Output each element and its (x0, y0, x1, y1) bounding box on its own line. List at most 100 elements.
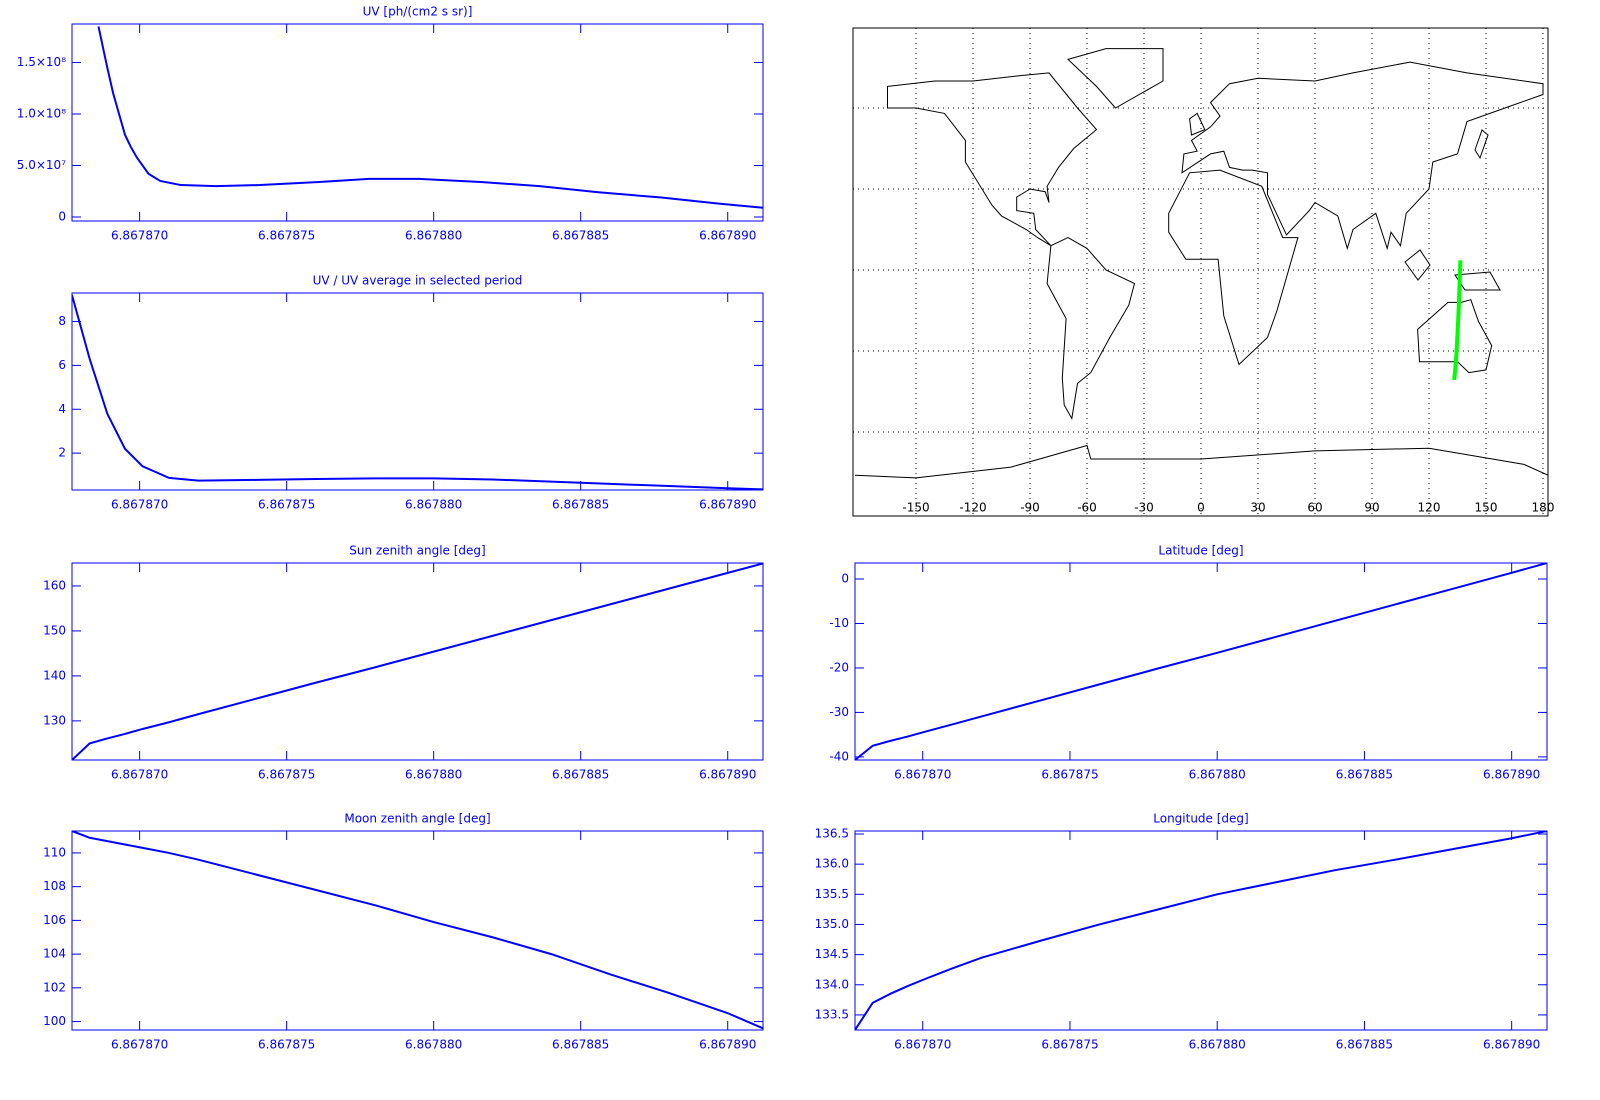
y-tick-label: -20 (829, 660, 849, 674)
x-tick-label: 6.867885 (552, 1038, 609, 1052)
x-tick-label: 6.867880 (405, 1038, 462, 1052)
y-tick-label: 135.0 (815, 917, 849, 931)
y-tick-label: 102 (43, 980, 66, 994)
chart-title: Moon zenith angle [deg] (344, 812, 490, 826)
x-tick-label: -30 (1134, 501, 1154, 515)
y-tick-label: 134.5 (815, 947, 849, 961)
y-tick-label: 1.0×10⁸ (17, 107, 66, 121)
x-tick-label: 6.867890 (699, 768, 756, 782)
x-tick-label: 6.867890 (1483, 768, 1540, 782)
y-tick-label: 5.0×10⁷ (17, 158, 66, 172)
x-tick-label: 6.867870 (894, 1038, 951, 1052)
y-tick-label: 110 (43, 845, 66, 859)
y-tick-label: 136.0 (815, 857, 849, 871)
coastline (1046, 237, 1136, 420)
y-tick-label: 108 (43, 879, 66, 893)
x-tick-label: 0 (1197, 501, 1205, 515)
x-tick-label: 6.867880 (405, 768, 462, 782)
y-tick-label: 150 (43, 623, 66, 637)
y-tick-label: -10 (829, 616, 849, 630)
x-tick-label: 60 (1307, 501, 1322, 515)
chart-title: UV [ph/(cm2 s sr)] (363, 5, 473, 19)
plot-frame (71, 830, 764, 1031)
coastline (1474, 129, 1489, 160)
plot-frame (71, 292, 764, 491)
coastline (887, 72, 1098, 247)
plot-frame (854, 562, 1548, 761)
x-tick-label: -90 (1020, 501, 1040, 515)
x-tick-label: 6.867875 (1041, 768, 1098, 782)
x-tick-label: 6.867875 (258, 498, 315, 512)
ground-track (1452, 260, 1463, 381)
y-tick-label: 6 (58, 358, 66, 372)
y-tick-label: 135.5 (815, 887, 849, 901)
x-tick-label: 6.867885 (552, 229, 609, 243)
y-tick-label: 136.5 (815, 827, 849, 841)
data-line (855, 831, 1547, 1030)
coastline (1181, 61, 1544, 251)
x-tick-label: -120 (959, 501, 986, 515)
y-tick-label: 100 (43, 1014, 66, 1028)
x-tick-label: 6.867875 (258, 1038, 315, 1052)
y-tick-label: -40 (829, 749, 849, 763)
coastline (854, 444, 1548, 479)
y-tick-label: 0 (58, 209, 66, 223)
x-tick-label: 6.867880 (405, 498, 462, 512)
x-tick-label: 90 (1364, 501, 1379, 515)
x-tick-label: 6.867885 (1336, 768, 1393, 782)
y-tick-label: 1.5×10⁸ (17, 55, 66, 69)
x-tick-label: 180 (1532, 501, 1555, 515)
data-line (72, 563, 763, 760)
x-tick-label: 6.867870 (894, 768, 951, 782)
x-tick-label: 6.867875 (1041, 1038, 1098, 1052)
x-tick-label: -60 (1077, 501, 1097, 515)
y-tick-label: 140 (43, 668, 66, 682)
y-tick-label: -30 (829, 705, 849, 719)
x-tick-label: 6.867870 (111, 768, 168, 782)
y-tick-label: 160 (43, 578, 66, 592)
map-frame (852, 27, 1549, 517)
x-tick-label: 6.867885 (1336, 1038, 1393, 1052)
coastline (1454, 271, 1501, 291)
x-tick-label: 6.867880 (1189, 1038, 1246, 1052)
x-tick-label: 6.867880 (405, 229, 462, 243)
coastline (1067, 48, 1164, 109)
x-tick-label: 6.867880 (1189, 768, 1246, 782)
plot-frame (71, 562, 764, 761)
x-tick-label: 6.867890 (699, 1038, 756, 1052)
data-line (72, 294, 763, 490)
x-tick-label: 150 (1475, 501, 1498, 515)
coastline (1404, 249, 1431, 281)
y-tick-label: 0 (841, 572, 849, 586)
x-tick-label: 6.867875 (258, 229, 315, 243)
data-line (72, 831, 763, 1030)
x-tick-label: 6.867890 (1483, 1038, 1540, 1052)
chart-title: Latitude [deg] (1158, 544, 1243, 558)
coastline (1417, 299, 1493, 374)
coastline (1168, 169, 1299, 366)
x-tick-label: 6.867890 (699, 229, 756, 243)
x-tick-label: -150 (902, 501, 929, 515)
y-tick-label: 133.5 (815, 1007, 849, 1021)
x-tick-label: 30 (1250, 501, 1265, 515)
x-tick-label: 120 (1418, 501, 1441, 515)
data-line (855, 563, 1547, 760)
x-tick-label: 6.867875 (258, 768, 315, 782)
coastline (1189, 112, 1206, 136)
y-tick-label: 106 (43, 913, 66, 927)
y-tick-label: 130 (43, 713, 66, 727)
chart-title: Sun zenith angle [deg] (349, 544, 485, 558)
x-tick-label: 6.867890 (699, 498, 756, 512)
y-tick-label: 2 (58, 446, 66, 460)
data-line (97, 26, 763, 209)
x-tick-label: 6.867870 (111, 229, 168, 243)
y-tick-label: 104 (43, 947, 66, 961)
y-tick-label: 4 (58, 402, 66, 416)
plot-frame (71, 23, 764, 222)
chart-title: UV / UV average in selected period (313, 274, 523, 288)
x-tick-label: 6.867870 (111, 1038, 168, 1052)
y-tick-label: 134.0 (815, 977, 849, 991)
x-tick-label: 6.867885 (552, 498, 609, 512)
x-tick-label: 6.867885 (552, 768, 609, 782)
